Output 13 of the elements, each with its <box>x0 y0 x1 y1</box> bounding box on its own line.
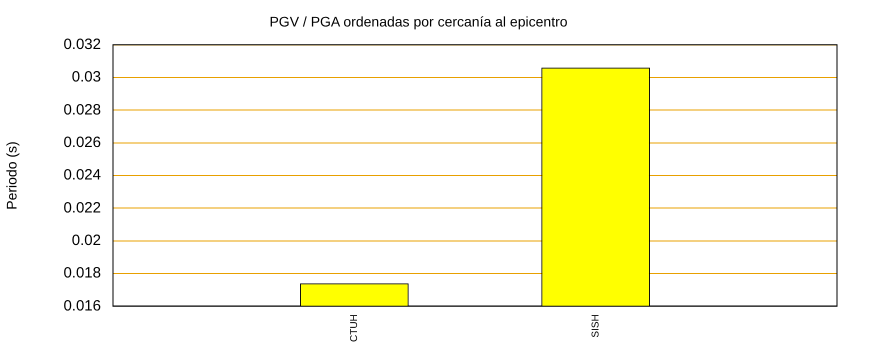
y-tick-label: 0.022 <box>63 199 101 216</box>
x-tick-label: CTUH <box>349 314 360 342</box>
y-tick-label: 0.028 <box>63 101 101 118</box>
y-tick-label: 0.032 <box>63 36 101 53</box>
y-tick-label: 0.03 <box>72 68 101 86</box>
chart-title: PGV / PGA ordenadas por cercanía al epicentro <box>269 13 568 30</box>
y-tick-label: 0.026 <box>63 134 101 151</box>
y-axis-title: Periodo (s) <box>3 141 20 210</box>
x-tick-label: SISH <box>590 314 602 338</box>
y-tick-label: 0.016 <box>63 297 101 314</box>
y-tick-label: 0.024 <box>63 166 101 184</box>
y-tick-label: 0.018 <box>63 264 101 282</box>
y-tick-label: 0.02 <box>72 232 101 250</box>
